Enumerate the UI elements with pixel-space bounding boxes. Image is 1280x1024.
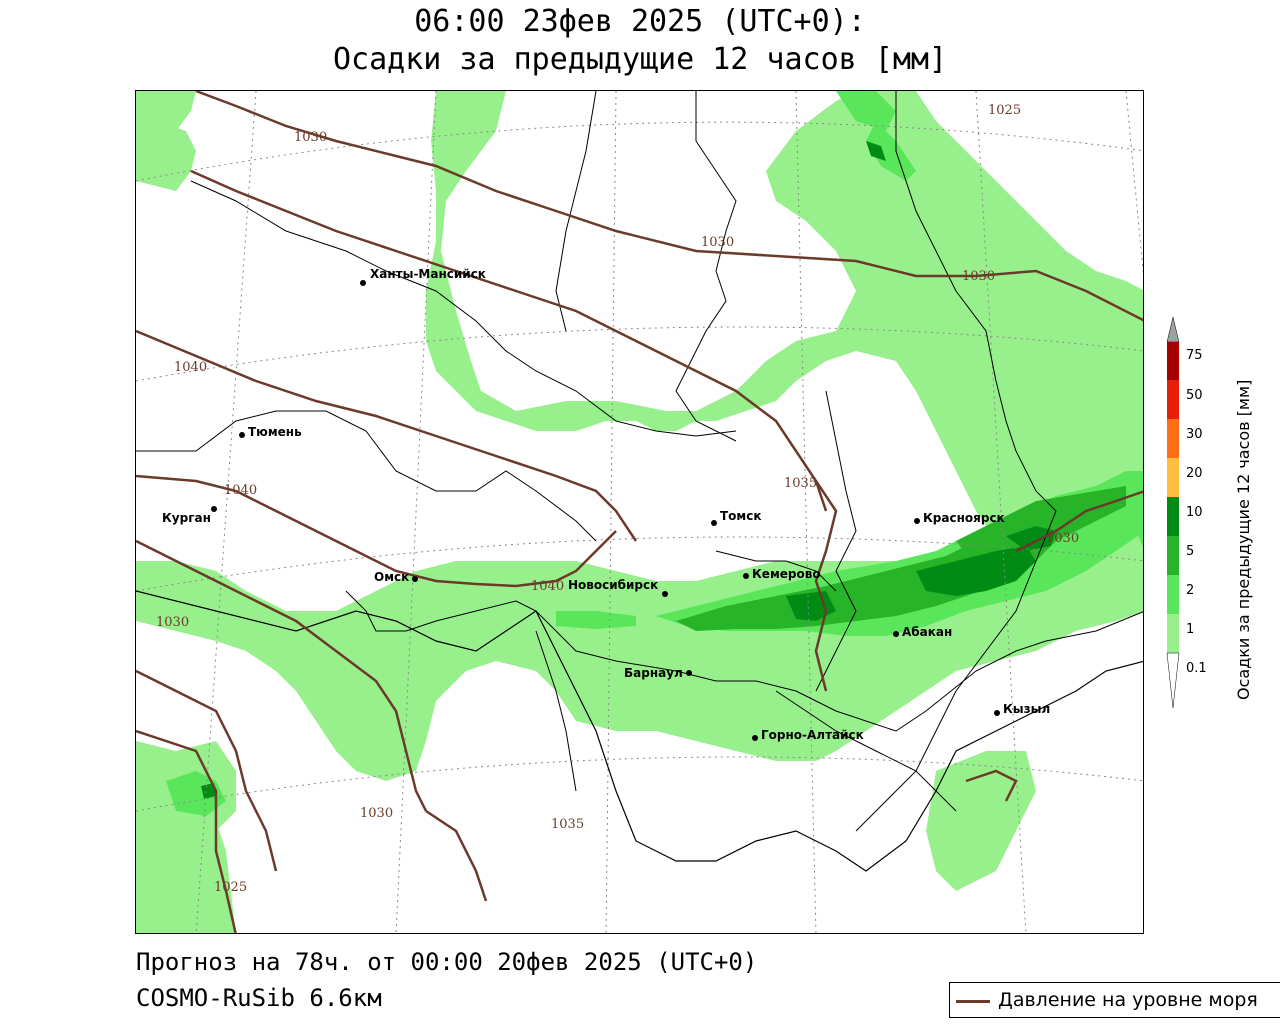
city-dot	[711, 520, 717, 526]
pressure-legend: Давление на уровне моря	[949, 982, 1280, 1018]
isobar-label: 1040	[174, 360, 207, 375]
map-title-variable: Осадки за предыдущие 12 часов [мм]	[332, 42, 948, 77]
colorbar-segment-10-20	[1167, 458, 1179, 497]
colorbar-segment-20-30	[1167, 419, 1179, 458]
pressure-legend-label: Давление на уровне моря	[998, 989, 1258, 1011]
isobar-label: 1030	[701, 235, 734, 250]
isobar-label: 1030	[294, 130, 327, 145]
colorbar-title: Осадки за предыдущие 12 часов [мм]	[1234, 379, 1253, 700]
isobar-label: 1030	[360, 806, 393, 821]
colorbar-tick: 1	[1186, 622, 1195, 637]
city-label-abakan: Абакан	[902, 625, 952, 639]
city-label-kurgan: Курган	[162, 511, 211, 525]
colorbar-extend-top	[1166, 316, 1180, 343]
colorbar-tick: 0.1	[1186, 661, 1207, 676]
region-borders	[136, 91, 1143, 832]
city-label-tomsk: Томск	[720, 509, 762, 523]
city-label-gorno-altaysk: Горно-Алтайск	[761, 728, 864, 742]
colorbar-tick: 30	[1186, 427, 1203, 442]
colorbar-segment-0.1-1	[1167, 614, 1179, 653]
city-dot	[686, 670, 692, 676]
precipitation-map: 1030 1030 1030 1040 1040 1040 1035 1030 …	[135, 90, 1144, 934]
city-label-barnaul: Барнаул	[624, 666, 683, 680]
precipitation-colorbar	[1166, 316, 1180, 709]
precip-heavy-areas	[676, 486, 1126, 631]
isobar-label: 1040	[224, 483, 257, 498]
city-label-kyzyl: Кызыл	[1003, 702, 1050, 716]
colorbar-segment-5-10	[1167, 497, 1179, 536]
model-name: COSMO-RuSib 6.6км	[136, 984, 382, 1012]
forecast-info: Прогноз на 78ч. от 00:00 20фев 2025 (UTC…	[136, 948, 758, 976]
colorbar-segment-30-50	[1167, 380, 1179, 419]
precip-veryheavy-areas	[201, 141, 1056, 799]
colorbar-tick: 50	[1186, 388, 1203, 403]
isobar-label: 1040	[531, 579, 564, 594]
isobar-label: 1025	[214, 880, 247, 895]
colorbar-tick: 20	[1186, 466, 1203, 481]
isobar-labels: 1030 1030 1030 1040 1040 1040 1035 1030 …	[156, 103, 1079, 895]
pressure-legend-line	[956, 1000, 990, 1003]
city-dot	[994, 710, 1000, 716]
map-title-time: 06:00 23фев 2025 (UTC+0):	[414, 4, 866, 39]
city-dot	[360, 280, 366, 286]
city-dot	[752, 735, 758, 741]
city-dot	[211, 506, 217, 512]
city-dot	[914, 518, 920, 524]
city-dot	[743, 573, 749, 579]
city-dot	[893, 631, 899, 637]
city-label-tyumen: Тюмень	[248, 425, 302, 439]
isobar-lines	[136, 91, 1143, 933]
colorbar-tick: 75	[1186, 348, 1203, 363]
colorbar-extend-bottom	[1166, 652, 1180, 709]
colorbar-tick: 2	[1186, 583, 1195, 598]
city-label-novosibirsk: Новосибирск	[568, 578, 658, 592]
isobar-label: 1035	[551, 817, 584, 832]
colorbar-segment-2-5	[1167, 536, 1179, 575]
colorbar-segment-1-2	[1167, 575, 1179, 614]
city-markers: Ханты-Мансийск Тюмень Курган Омск Новоси…	[162, 267, 1050, 742]
colorbar-tick: 10	[1186, 505, 1203, 520]
city-label-khanty-mansiysk: Ханты-Мансийск	[370, 267, 486, 281]
city-label-krasnoyarsk: Красноярск	[923, 511, 1005, 525]
colorbar-segment-50-75	[1167, 342, 1179, 380]
map-canvas: 1030 1030 1030 1040 1040 1040 1035 1030 …	[136, 91, 1143, 933]
graticule-lines	[136, 91, 1143, 933]
isobar-label: 1030	[962, 269, 995, 284]
city-dot	[412, 576, 418, 582]
isobar-label: 1030	[156, 615, 189, 630]
city-label-omsk: Омск	[374, 570, 409, 584]
city-label-kemerovo: Кемерово	[752, 567, 821, 581]
country-border	[136, 590, 1143, 872]
city-dot	[239, 432, 245, 438]
isobar-label: 1035	[784, 476, 817, 491]
isobar-label: 1025	[988, 103, 1021, 118]
isobar-label: 1030	[1046, 531, 1079, 546]
city-dot	[662, 591, 668, 597]
colorbar-tick: 5	[1186, 544, 1195, 559]
